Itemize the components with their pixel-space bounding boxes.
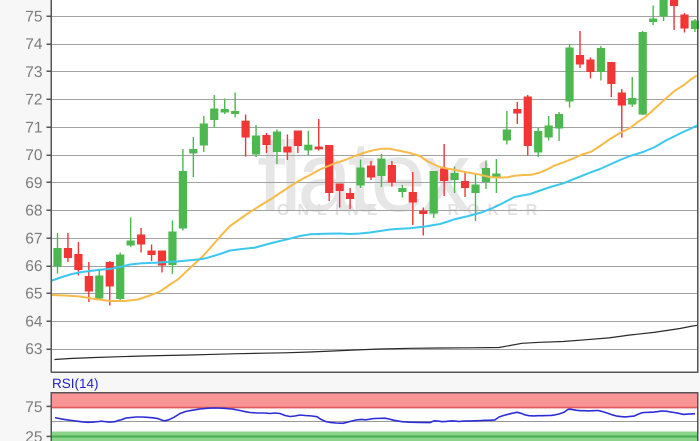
svg-text:75: 75 [25,8,42,25]
svg-text:73: 73 [25,64,42,81]
svg-text:64: 64 [25,313,43,330]
svg-text:67: 67 [25,230,42,247]
svg-text:69: 69 [25,175,42,192]
svg-text:63: 63 [25,341,42,358]
svg-text:68: 68 [25,203,42,220]
svg-text:75: 75 [25,399,42,416]
svg-text:RSI(14): RSI(14) [52,376,99,391]
svg-text:74: 74 [25,36,43,53]
svg-text:25: 25 [25,429,42,441]
svg-text:70: 70 [25,147,43,164]
svg-text:71: 71 [25,119,42,136]
svg-text:65: 65 [25,286,42,303]
svg-text:72: 72 [25,92,42,109]
svg-text:66: 66 [25,258,42,275]
svg-text:flatex: flatex [257,121,470,233]
